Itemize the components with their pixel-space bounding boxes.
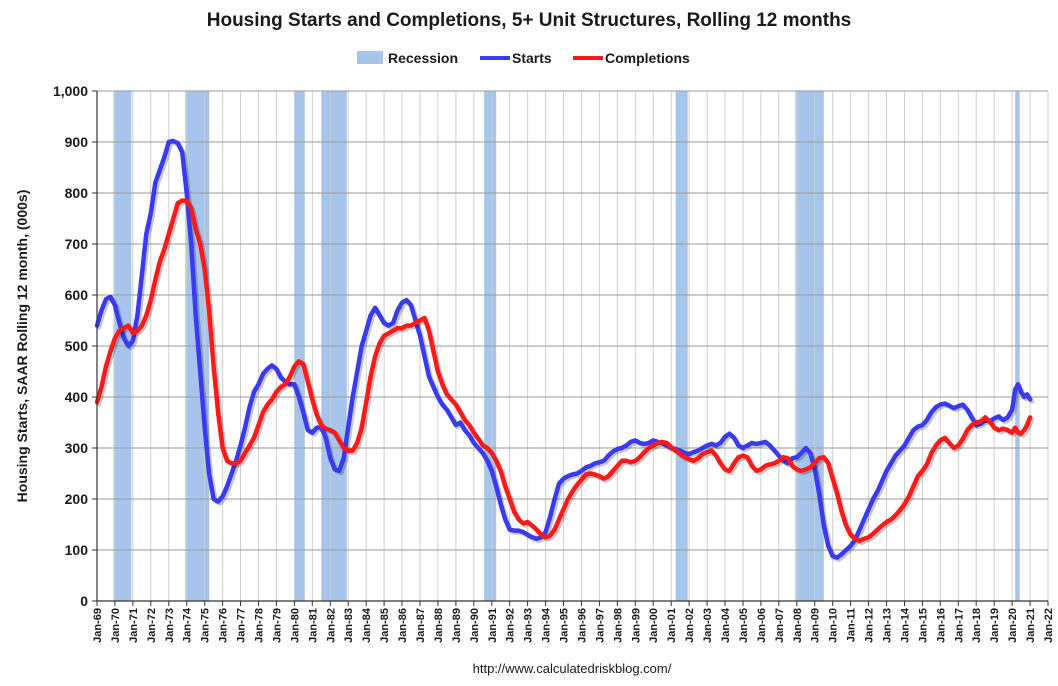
legend-recession-swatch bbox=[357, 51, 383, 64]
x-tick-label-50: Jan-19 bbox=[989, 608, 1001, 643]
x-tick-label-13: Jan-82 bbox=[325, 608, 337, 643]
x-tick-label-19: Jan-88 bbox=[433, 608, 445, 643]
y-tick-label-9: 900 bbox=[65, 134, 89, 150]
x-tick-label-41: Jan-10 bbox=[828, 608, 840, 643]
x-tick-label-30: Jan-99 bbox=[630, 608, 642, 643]
axes bbox=[92, 90, 1049, 606]
source-url: http://www.calculatedriskblog.com/ bbox=[473, 661, 672, 676]
x-tick-label-27: Jan-96 bbox=[577, 608, 589, 643]
legend-starts-label: Starts bbox=[512, 50, 552, 66]
y-tick-label-5: 500 bbox=[65, 338, 89, 354]
x-tick-label-38: Jan-07 bbox=[774, 608, 786, 643]
series-line-completions bbox=[94, 198, 1033, 544]
x-tick-label-53: Jan-22 bbox=[1043, 608, 1055, 643]
y-tick-label-8: 800 bbox=[65, 185, 89, 201]
x-tick-label-39: Jan-08 bbox=[792, 608, 804, 643]
series-line-starts bbox=[94, 138, 1033, 560]
x-tick-label-51: Jan-20 bbox=[1007, 608, 1019, 643]
y-tick-label-1: 100 bbox=[65, 542, 89, 558]
x-tick-label-43: Jan-12 bbox=[864, 608, 876, 643]
x-tick-label-48: Jan-17 bbox=[953, 608, 965, 643]
x-tick-label-44: Jan-13 bbox=[882, 608, 894, 643]
x-tick-label-37: Jan-06 bbox=[756, 608, 768, 643]
x-tick-label-7: Jan-76 bbox=[218, 608, 230, 643]
y-tick-label-0: 0 bbox=[80, 593, 88, 609]
x-tick-label-45: Jan-14 bbox=[900, 607, 912, 643]
x-tick-label-2: Jan-71 bbox=[128, 608, 140, 643]
y-tick-label-4: 400 bbox=[65, 389, 89, 405]
chart-title: Housing Starts and Completions, 5+ Unit … bbox=[207, 10, 852, 31]
x-tick-label-24: Jan-93 bbox=[523, 608, 535, 643]
x-tick-label-20: Jan-89 bbox=[451, 608, 463, 643]
x-tick-label-22: Jan-91 bbox=[487, 608, 499, 643]
legend-recession-label: Recession bbox=[388, 50, 458, 66]
x-tick-label-21: Jan-90 bbox=[469, 608, 481, 643]
y-tick-label-10: 1,000 bbox=[53, 83, 88, 99]
y-tick-labels: 0 100 200 300 400 500 600 700 800 900 1,000 bbox=[53, 83, 88, 609]
x-tick-label-28: Jan-97 bbox=[594, 608, 606, 643]
x-tick-label-40: Jan-09 bbox=[810, 608, 822, 643]
x-tick-label-11: Jan-80 bbox=[289, 608, 301, 643]
series-shadow-starts bbox=[96, 140, 1035, 562]
y-tick-label-2: 200 bbox=[65, 491, 89, 507]
x-tick-label-0: Jan-69 bbox=[92, 608, 104, 643]
x-tick-label-46: Jan-15 bbox=[917, 608, 929, 643]
x-tick-label-42: Jan-11 bbox=[846, 608, 858, 642]
x-tick-label-32: Jan-01 bbox=[666, 608, 678, 643]
x-tick-label-47: Jan-16 bbox=[935, 608, 947, 643]
x-tick-label-52: Jan-21 bbox=[1025, 608, 1037, 643]
series bbox=[94, 138, 1035, 562]
x-tick-label-16: Jan-85 bbox=[379, 608, 391, 643]
grid bbox=[96, 90, 1049, 602]
x-tick-label-10: Jan-79 bbox=[271, 608, 283, 643]
x-tick-label-23: Jan-92 bbox=[505, 608, 517, 643]
x-tick-label-26: Jan-95 bbox=[559, 608, 571, 643]
x-tick-label-49: Jan-18 bbox=[971, 608, 983, 643]
x-tick-label-4: Jan-73 bbox=[164, 608, 176, 643]
y-axis-label: Housing Starts, SAAR Rolling 12 month, (… bbox=[14, 190, 30, 503]
x-tick-label-34: Jan-03 bbox=[702, 608, 714, 643]
x-tick-label-25: Jan-94 bbox=[541, 607, 553, 643]
x-tick-label-36: Jan-05 bbox=[738, 608, 750, 643]
x-tick-label-8: Jan-77 bbox=[236, 608, 248, 643]
series-shadow-completions bbox=[96, 200, 1035, 546]
x-tick-label-12: Jan-81 bbox=[307, 608, 319, 643]
legend: Recession Starts Completions bbox=[357, 50, 690, 66]
x-tick-label-5: Jan-74 bbox=[182, 607, 194, 643]
x-tick-label-31: Jan-00 bbox=[648, 608, 660, 643]
x-tick-label-33: Jan-02 bbox=[684, 608, 696, 643]
x-tick-label-18: Jan-87 bbox=[415, 608, 427, 643]
y-tick-label-7: 700 bbox=[65, 236, 89, 252]
x-tick-label-1: Jan-70 bbox=[110, 608, 122, 643]
x-tick-label-15: Jan-84 bbox=[361, 607, 373, 643]
x-tick-label-35: Jan-04 bbox=[720, 607, 732, 643]
x-tick-label-17: Jan-86 bbox=[397, 608, 409, 643]
x-tick-label-9: Jan-78 bbox=[254, 608, 266, 643]
y-tick-label-3: 300 bbox=[65, 440, 89, 456]
legend-completions-label: Completions bbox=[605, 50, 690, 66]
y-tick-label-6: 600 bbox=[65, 287, 89, 303]
x-tick-label-29: Jan-98 bbox=[612, 608, 624, 643]
x-tick-label-14: Jan-83 bbox=[343, 608, 355, 643]
x-tick-label-3: Jan-72 bbox=[146, 608, 158, 643]
x-tick-labels: Jan-69 Jan-70 Jan-71 Jan-72 Jan-73 Jan-74 Jan-… bbox=[92, 607, 1055, 643]
x-tick-label-6: Jan-75 bbox=[200, 608, 212, 643]
